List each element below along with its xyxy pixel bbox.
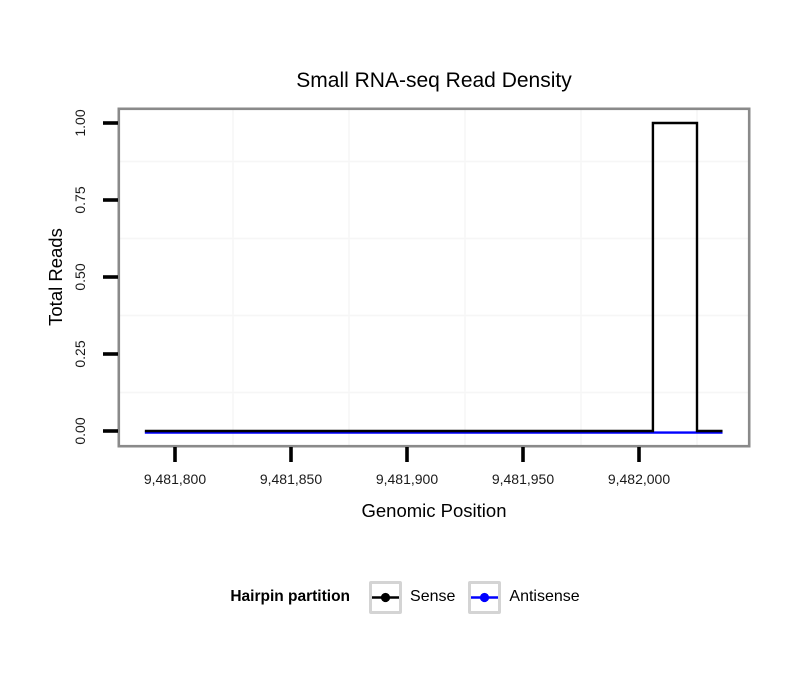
y-tick-label: 1.00 — [72, 109, 88, 137]
y-tick-label: 0.75 — [72, 186, 88, 214]
x-axis-title: Genomic Position — [361, 500, 507, 521]
legend-entry-antisense: Antisense — [468, 580, 580, 614]
gridlines — [120, 110, 748, 446]
sense-line-dot-icon — [372, 592, 400, 602]
antisense-line-dot-icon — [471, 592, 499, 602]
plot-panel — [118, 108, 750, 447]
legend-entry-sense: Sense — [369, 580, 456, 614]
legend-key-antisense-icon — [468, 580, 502, 614]
y-tick-label: 0.25 — [72, 340, 88, 368]
x-tick-label: 9,482,000 — [607, 471, 671, 487]
x-tick-label: 9,481,850 — [259, 471, 323, 487]
legend-label-sense: Sense — [410, 588, 456, 605]
x-tick-label: 9,481,800 — [143, 471, 207, 487]
y-tick-label: 0.00 — [72, 417, 88, 445]
legend: Hairpin partition Sense Antisense — [0, 580, 810, 614]
x-tick-label: 9,481,950 — [491, 471, 555, 487]
x-tick-label: 9,481,900 — [375, 471, 439, 487]
axis-ticks — [103, 121, 641, 462]
y-axis-title: Total Reads — [45, 228, 66, 326]
legend-title: Hairpin partition — [230, 588, 351, 605]
series-sense — [144, 121, 723, 433]
y-tick-label: 0.50 — [72, 263, 88, 291]
panel-border — [117, 107, 751, 448]
chart-title: Small RNA-seq Read Density — [296, 69, 572, 92]
legend-label-antisense: Antisense — [509, 588, 580, 605]
legend-key-sense-icon — [369, 580, 403, 614]
